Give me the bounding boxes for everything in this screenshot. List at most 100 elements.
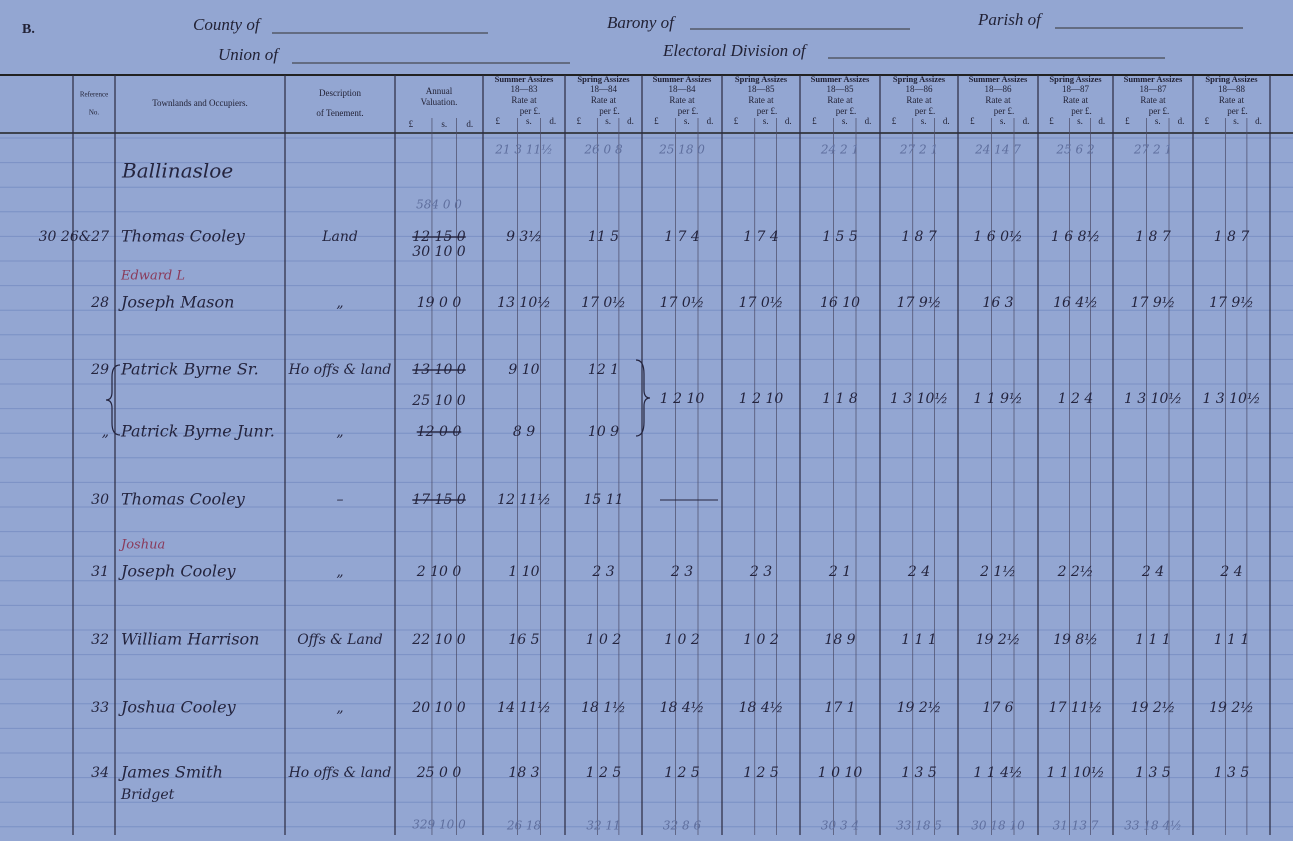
unit-label: s.: [842, 116, 848, 126]
rate-amount: 1 3 5: [901, 765, 937, 781]
rate-amount: 17 0½: [739, 295, 784, 311]
rate-at: Rate at: [827, 95, 853, 105]
joint-rate-amount: 1 2 10: [739, 391, 784, 407]
occupier-note: Joshua: [118, 538, 165, 553]
column-header: Valuation.: [421, 97, 458, 107]
rate-total: 24 14 7: [974, 143, 1021, 157]
rate-amount: 1 1 10½: [1046, 765, 1104, 781]
rate-title: Spring Assizes: [893, 74, 946, 84]
rate-at: Rate at: [591, 95, 617, 105]
rate-year: 18—86: [906, 84, 934, 94]
tenement-description: „: [336, 700, 343, 716]
rate-amount: 17 1: [824, 700, 855, 716]
per-pound: per £.: [520, 106, 541, 116]
rate-amount: 17 0½: [660, 295, 705, 311]
tenement-description: Offs & Land: [297, 632, 383, 648]
rate-total: 25 18 0: [658, 143, 705, 157]
unit-label: £: [892, 116, 897, 126]
rate-amount: 18 3: [508, 765, 539, 781]
rate-amount: 10 9: [588, 424, 619, 440]
struck-valuation: 12 15 0: [412, 229, 466, 245]
rate-year: 18—84: [669, 84, 697, 94]
unit-label: £: [970, 116, 975, 126]
occupier-name: Joshua Cooley: [118, 698, 237, 717]
rate-at: Rate at: [1219, 95, 1245, 105]
unit-label: £: [1125, 116, 1130, 126]
rate-amount: 1 7 4: [664, 229, 700, 245]
valuation: 30 10 0: [412, 244, 466, 260]
per-pound: per £.: [678, 106, 699, 116]
rate-amount: 16 3: [982, 295, 1013, 311]
column-header: Annual: [426, 86, 453, 96]
rate-amount: 17 0½: [581, 295, 626, 311]
rate-amount: 1 0 10: [818, 765, 863, 781]
rate-year: 18—87: [1140, 84, 1168, 94]
occupier-name: Thomas Cooley: [121, 227, 246, 246]
reference-number: 30 26&27: [39, 229, 109, 245]
valuation: 19 0 0: [417, 295, 462, 311]
reference-number: 32: [91, 632, 109, 648]
joint-rate-amount: 1 3 10½: [1124, 391, 1182, 407]
occupier-name: Patrick Byrne Sr.: [120, 360, 259, 379]
union-label: Union of: [218, 45, 280, 64]
per-pound: per £.: [915, 106, 936, 116]
rate-amount: 1 8 7: [1135, 229, 1171, 245]
rate-amount: 19 2½: [1131, 700, 1176, 716]
unit-label: s.: [684, 116, 690, 126]
tenement-description: Ho offs & land: [288, 362, 392, 378]
rate-amount: 1 8 7: [1214, 229, 1250, 245]
valuation-total: 584 0 0: [416, 198, 462, 212]
rate-total: 25 6 2: [1055, 143, 1094, 157]
per-pound: per £.: [1149, 106, 1170, 116]
occupier-note: Bridget: [120, 787, 175, 803]
rate-amount: 1 6 8½: [1051, 229, 1100, 245]
struck-valuation: 13 10 0: [412, 362, 466, 378]
unit-label: d.: [1098, 116, 1105, 126]
rate-amount: 19 2½: [976, 632, 1021, 648]
rate-amount: 18 1½: [581, 700, 626, 716]
rate-amount: 17 9½: [897, 295, 942, 311]
per-pound: per £.: [1071, 106, 1092, 116]
reference-number: „: [102, 424, 109, 440]
joint-rate-amount: 1 1 8: [822, 391, 858, 407]
rate-amount: 16 4½: [1053, 295, 1098, 311]
struck-valuation: 17 15 0: [412, 492, 466, 508]
county-label: County of: [193, 15, 262, 34]
rate-amount: 1 3 5: [1214, 765, 1250, 781]
rate-amount: 2 4: [1141, 564, 1164, 580]
brace: [105, 364, 121, 436]
rate-at: Rate at: [748, 95, 774, 105]
unit-label: d.: [943, 116, 950, 126]
rate-amount: 12 11½: [497, 492, 551, 508]
barony-label: Barony of: [607, 13, 676, 32]
rate-amount: 1 1 1: [1135, 632, 1171, 648]
rate-total: 33 18 4½: [1124, 819, 1181, 833]
rate-title: Summer Assizes: [1124, 74, 1183, 84]
valuation: 25 0 0: [416, 765, 462, 781]
rate-title: Summer Assizes: [969, 74, 1028, 84]
rate-amount: 2 1: [828, 564, 851, 580]
rate-title: Spring Assizes: [577, 74, 630, 84]
unit-label: £: [496, 116, 501, 126]
unit-label: d.: [865, 116, 872, 126]
reference-number: 29: [90, 362, 109, 378]
reference-number: 33: [91, 700, 109, 716]
sheet-letter: B.: [22, 22, 35, 37]
unit-label: d.: [627, 116, 634, 126]
occupier-name: Patrick Byrne Junr.: [120, 422, 275, 441]
rate-amount: 13 10½: [497, 295, 551, 311]
rate-year: 18—87: [1062, 84, 1090, 94]
column-header: Description: [319, 88, 361, 98]
column-header: Townlands and Occupiers.: [152, 98, 248, 108]
reference-number: 34: [91, 765, 109, 781]
rate-title: Spring Assizes: [1205, 74, 1258, 84]
rate-amount: 18 9: [824, 632, 855, 648]
rate-amount: 1 8 7: [901, 229, 937, 245]
rate-amount: 1 2 5: [664, 765, 700, 781]
rate-total: 32 8 6: [663, 819, 702, 833]
rate-amount: 16 5: [508, 632, 539, 648]
rate-amount: 19 2½: [897, 700, 942, 716]
joint-rate-amount: 1 1 9½: [973, 391, 1022, 407]
rate-year: 18—85: [827, 84, 855, 94]
